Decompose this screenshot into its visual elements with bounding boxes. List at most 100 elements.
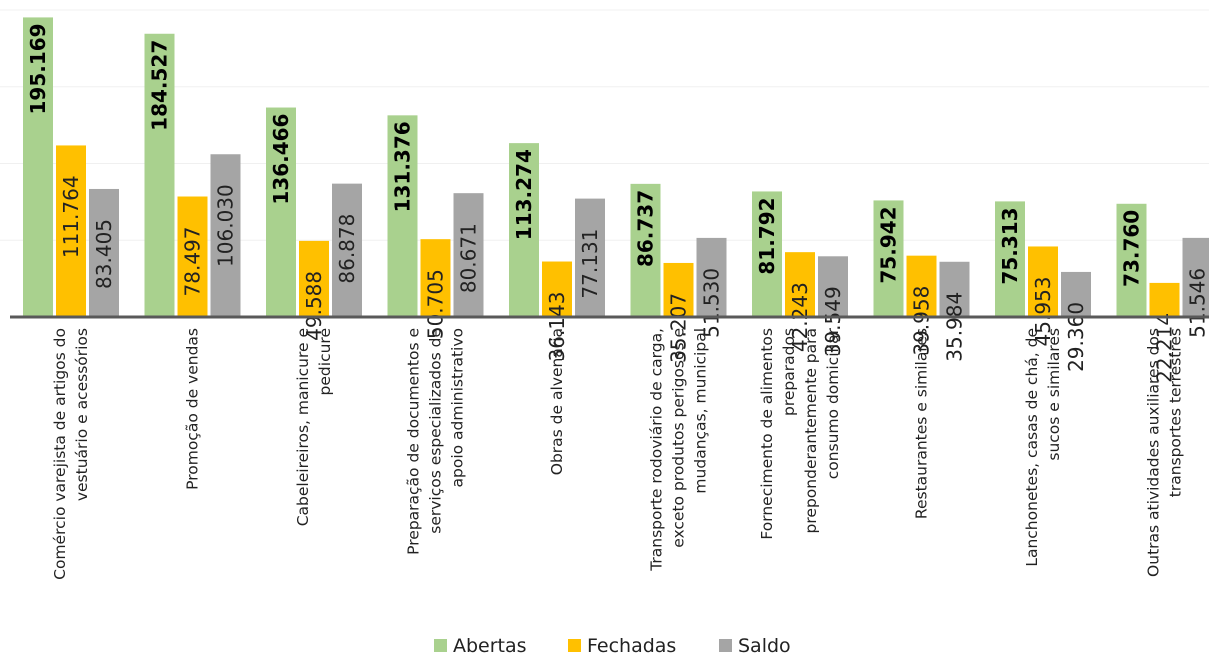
category-label-line: consumo domiciliar: [824, 327, 842, 479]
category-label-line: Comércio varejista de artigos do: [51, 328, 69, 580]
category-label: Outras atividades auxiliares dos transpor…: [1145, 328, 1185, 577]
bar-saldo: [575, 198, 605, 317]
data-label-saldo: 77.131: [578, 229, 602, 299]
data-label-saldo: 51.546: [1186, 268, 1209, 338]
category-label: Restaurantes e similares: [913, 328, 931, 519]
data-label-saldo: 29.360: [1064, 302, 1088, 372]
category-label-line: Restaurantes e similares: [913, 328, 931, 519]
legend: Abertas Fechadas Saldo: [434, 635, 791, 656]
category-label: Comércio varejista de artigos do vestuári…: [51, 328, 91, 580]
bar-fechadas: [420, 239, 451, 317]
legend-swatch-abertas: [434, 639, 447, 652]
data-label-abertas: 113.274: [512, 149, 536, 240]
category-label: Promoção de vendas: [184, 328, 202, 490]
bars: 195.169 111.764 83.405 184.527 78.497 106.030…: [23, 17, 1209, 383]
bar-abertas: [144, 33, 175, 317]
bar-saldo: [1061, 271, 1091, 317]
category-label-line: vestuário e acessórios: [73, 328, 91, 501]
category-labels: Comércio varejista de artigos do vestuári…: [51, 327, 1185, 579]
data-label-saldo: 83.405: [92, 219, 116, 289]
bar-saldo: [89, 188, 119, 317]
category-label-line: Cabeleireiros, manicure e: [294, 328, 312, 526]
data-label-saldo: 86.878: [335, 214, 359, 284]
bar-abertas: [752, 191, 782, 317]
data-label-fechadas: 35.207: [667, 293, 691, 363]
category-label: Lanchonetes, casas de chá, de sucos e sim…: [1023, 328, 1063, 567]
category-label-line: exceto produtos perigosos e: [670, 328, 688, 548]
bar-fechadas: [1149, 282, 1180, 317]
category-label-line: Promoção de vendas: [184, 328, 202, 490]
category-label-line: sucos e similares: [1045, 328, 1063, 461]
category-label-line: mudanças, municipal: [692, 328, 710, 494]
category-label: Transporte rodoviário de carga, exceto pr…: [648, 328, 710, 572]
bar-saldo: [1182, 237, 1209, 317]
bar-saldo: [818, 256, 848, 317]
category-label-line: transportes terrestres: [1167, 328, 1185, 497]
bar-abertas: [387, 115, 418, 318]
bar-fechadas: [542, 261, 572, 317]
data-label-saldo: 39.549: [821, 286, 845, 356]
category-label: Preparação de documentos e serviços espec…: [405, 328, 467, 555]
category-label-line: preparados: [780, 328, 798, 416]
category-label-line: Outras atividades auxiliares dos: [1145, 328, 1163, 577]
data-label-abertas: 75.313: [998, 207, 1022, 284]
bar-saldo: [210, 154, 241, 317]
data-label-fechadas: 39.958: [910, 286, 934, 356]
bar-fechadas: [663, 262, 694, 317]
bar-saldo: [696, 237, 727, 317]
bar-fechadas: [299, 240, 329, 317]
category-label-line: Preparação de documentos e: [405, 328, 423, 555]
data-label-saldo: 51.530: [700, 268, 724, 338]
category-label-line: preponderantemente para: [802, 328, 820, 533]
category-label: Fornecimento de alimentos preparados prepo…: [758, 327, 842, 539]
bar-fechadas: [785, 252, 815, 317]
category-label-line: pedicure: [316, 328, 334, 395]
data-label-abertas: 73.760: [1120, 210, 1144, 287]
data-label-saldo: 106.030: [214, 184, 238, 267]
bar-abertas: [995, 201, 1025, 317]
data-label-abertas: 184.527: [148, 40, 172, 131]
data-label-fechadas: 111.764: [59, 175, 83, 258]
legend-label-abertas: Abertas: [453, 635, 527, 656]
legend-swatch-saldo: [719, 639, 732, 652]
legend-label-fechadas: Fechadas: [587, 635, 676, 656]
bar-saldo: [453, 193, 484, 317]
category-label-line: Lanchonetes, casas de chá, de: [1023, 328, 1041, 567]
data-label-abertas: 75.942: [877, 206, 901, 283]
category-label: Obras de alvenaria: [548, 328, 566, 475]
bar-abertas: [509, 143, 539, 317]
data-label-fechadas: 36.143: [545, 292, 569, 362]
data-label-saldo: 35.984: [943, 292, 967, 362]
data-label-abertas: 131.376: [391, 121, 415, 212]
bar-abertas: [630, 183, 661, 317]
bar-abertas: [873, 200, 904, 317]
bar-abertas: [23, 17, 53, 317]
bar-fechadas: [906, 255, 937, 317]
category-label-line: Fornecimento de alimentos: [758, 328, 776, 540]
data-label-fechadas: 50.705: [424, 269, 448, 339]
bar-fechadas: [56, 145, 86, 317]
data-label-saldo: 80.671: [457, 223, 481, 293]
category-label-line: serviços especializados de: [427, 328, 445, 534]
category-label-line: Obras de alvenaria: [548, 328, 566, 475]
category-label-line: apoio administrativo: [449, 328, 467, 487]
category-label: Cabeleireiros, manicure e pedicure: [294, 328, 334, 526]
bar-saldo: [939, 261, 970, 317]
data-label-fechadas: 78.497: [181, 227, 205, 297]
data-label-abertas: 81.792: [755, 197, 779, 274]
bar-abertas: [266, 107, 296, 317]
data-label-fechadas: 49.588: [302, 271, 326, 341]
data-label-fechadas: 22.214: [1153, 313, 1177, 383]
data-label-fechadas: 45.953: [1031, 276, 1055, 346]
bar-saldo: [332, 183, 362, 317]
bar-fechadas: [1028, 246, 1058, 317]
legend-swatch-fechadas: [568, 639, 581, 652]
category-label-line: Transporte rodoviário de carga,: [648, 328, 666, 572]
bar-abertas: [1116, 203, 1147, 317]
data-label-abertas: 86.737: [634, 190, 658, 267]
data-label-abertas: 195.169: [26, 23, 50, 114]
data-label-abertas: 136.466: [269, 114, 293, 205]
legend-label-saldo: Saldo: [738, 635, 791, 656]
bar-fechadas: [177, 196, 208, 317]
